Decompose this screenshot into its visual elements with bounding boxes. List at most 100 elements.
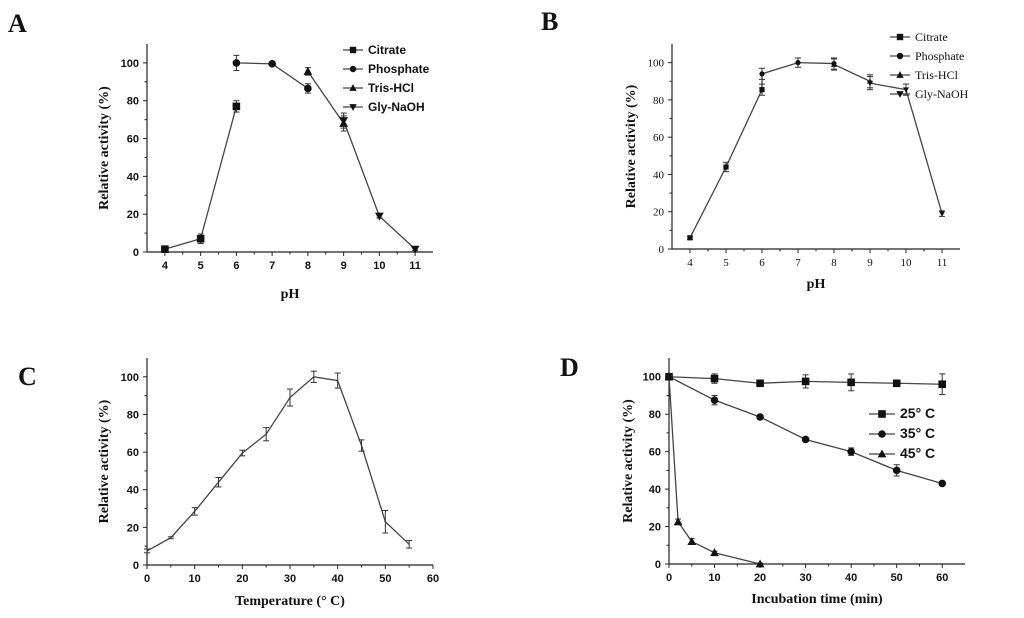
x-tick-label: 4: [687, 257, 693, 269]
data-point: [710, 396, 719, 404]
x-tick-label: 11: [409, 260, 421, 272]
legend-label: Phosphate: [915, 49, 964, 63]
data-point: [759, 87, 765, 93]
x-tick-label: 20: [236, 573, 248, 585]
y-tick-label: 100: [643, 372, 661, 384]
y-tick-label: 40: [127, 485, 139, 497]
data-point: [339, 117, 348, 126]
x-tick-label: 5: [198, 260, 204, 272]
data-point: [196, 234, 205, 243]
x-axis-label: Temperature (° C): [235, 594, 345, 609]
chart-panel-a: A 4 5 6 7 8 9 10 11 0 20 40 60 80 100 pH Relative activi…: [8, 9, 433, 302]
data-point: [268, 60, 276, 68]
data-point: [938, 380, 947, 389]
legend-label: 35° C: [900, 425, 935, 441]
y-tick-label: 80: [127, 96, 139, 108]
legend-marker: [877, 449, 887, 458]
legend-marker: [896, 71, 904, 78]
data-point: [410, 245, 420, 254]
data-point: [710, 374, 719, 383]
x-tick-label: 9: [341, 260, 347, 272]
x-tick-label: 8: [831, 257, 837, 269]
panel-label: B: [541, 7, 558, 36]
legend-marker: [896, 91, 904, 98]
data-point: [801, 377, 810, 386]
x-tick-label: 40: [845, 572, 857, 584]
legend-label: 45° C: [900, 445, 935, 461]
x-tick-label: 10: [901, 257, 913, 269]
y-axis-label: Relative activity (%): [97, 86, 112, 210]
x-tick-label: 5: [723, 257, 729, 269]
legend-marker: [878, 410, 886, 418]
x-tick-label: 4: [162, 260, 169, 272]
legend-marker: [349, 84, 357, 91]
panel-label: D: [560, 353, 579, 382]
legend-label: Phosphate: [368, 62, 430, 76]
y-tick-label: 20: [653, 207, 665, 219]
x-tick-label: 0: [666, 572, 672, 584]
data-point: [687, 235, 693, 241]
legend-marker: [349, 104, 357, 111]
y-tick-label: 0: [655, 559, 661, 571]
y-axis-label: Relative activity (%): [624, 84, 639, 208]
x-tick-label: 11: [937, 257, 948, 269]
legend-label: 25° C: [900, 405, 935, 421]
data-point: [303, 66, 313, 75]
data-point: [232, 59, 241, 67]
y-tick-label: 40: [649, 484, 661, 496]
legend: Citrate Phosphate Tris-HCl Gly-NaOH: [343, 43, 430, 114]
legend-label: Citrate: [915, 30, 948, 44]
legend-label: Gly-NaOH: [915, 87, 969, 101]
series-line: [307, 71, 345, 124]
data-point: [755, 559, 765, 568]
x-tick-label: 6: [759, 257, 765, 269]
x-tick-label: 9: [867, 257, 873, 269]
legend-label: Tris-HCl: [915, 68, 959, 82]
data-point: [723, 164, 729, 170]
y-tick-label: 0: [133, 247, 139, 259]
legend-label: Gly-NaOH: [368, 100, 425, 114]
legend-marker: [349, 46, 357, 54]
data-point: [867, 80, 873, 87]
x-tick-label: 8: [305, 260, 311, 272]
series-line: [164, 106, 238, 250]
data-point: [161, 245, 169, 253]
data-point: [759, 71, 765, 77]
x-tick-label: 7: [795, 257, 801, 269]
y-tick-label: 20: [127, 522, 139, 534]
y-tick-label: 100: [648, 58, 665, 70]
data-point: [375, 212, 384, 221]
x-axis-label: pH: [281, 287, 300, 302]
x-tick-label: 10: [708, 572, 720, 584]
data-point: [847, 378, 855, 387]
legend-label: Tris-HCl: [368, 81, 414, 95]
legend: Citrate Phosphate Tris-HCl Gly-NaOH: [890, 30, 969, 101]
data-point: [938, 479, 947, 488]
panel-label: A: [8, 9, 27, 38]
x-tick-label: 30: [799, 572, 811, 584]
y-axis-label: Relative activity (%): [621, 399, 636, 523]
y-tick-label: 100: [121, 372, 139, 384]
legend-marker: [349, 65, 357, 73]
series-line: [343, 120, 416, 250]
x-tick-label: 6: [233, 260, 239, 272]
y-tick-label: 40: [127, 171, 139, 183]
legend-marker: [878, 430, 886, 438]
chart-panel-d: D 0 10 20 30 40 50 60 0 20 40 60 80 100 Incubation tim…: [560, 353, 965, 607]
legend-marker: [896, 52, 904, 60]
legend-label: Citrate: [368, 43, 406, 57]
data-point: [831, 61, 837, 67]
y-tick-label: 0: [133, 560, 139, 572]
y-tick-label: 20: [127, 209, 139, 221]
x-tick-label: 30: [284, 573, 296, 585]
data-point: [664, 372, 674, 381]
y-tick-label: 80: [127, 409, 139, 421]
x-tick-label: 60: [427, 573, 439, 585]
x-tick-label: 50: [379, 573, 391, 585]
y-axis-label: Relative activity (%): [97, 399, 112, 523]
x-tick-label: 50: [891, 572, 903, 584]
data-point: [673, 517, 683, 526]
chart-panel-b: B 4 5 6 7 8 9 10 11 0 20 40 60 80 100 pH Relative activi…: [541, 7, 969, 292]
x-axis-label: Incubation time (min): [751, 592, 883, 607]
